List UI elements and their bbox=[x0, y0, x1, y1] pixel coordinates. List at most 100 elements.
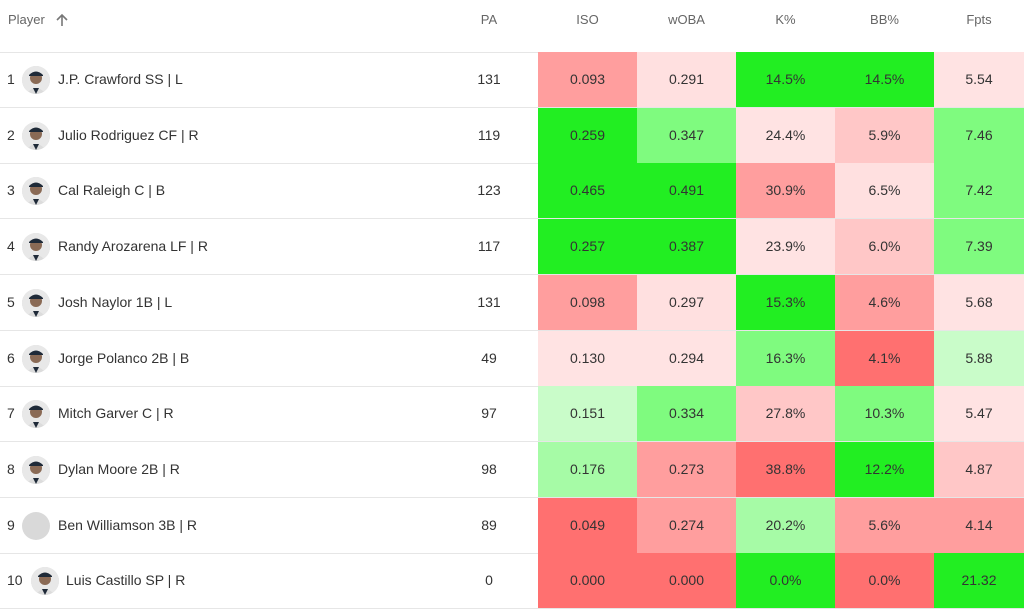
table-row[interactable]: 7 Mitch Garver C | R 97 0.151 0.334 27.8% 10.3… bbox=[0, 386, 1024, 443]
k-pct-value: 15.3% bbox=[736, 274, 835, 330]
player-avatar bbox=[31, 567, 59, 596]
rank-number: 3 bbox=[7, 182, 15, 199]
player-avatar bbox=[22, 177, 50, 206]
player-avatar bbox=[22, 121, 50, 150]
woba-value: 0.387 bbox=[637, 219, 736, 275]
bb-pct-value: 6.0% bbox=[835, 219, 934, 275]
iso-value: 0.049 bbox=[538, 497, 637, 553]
player-name[interactable]: Luis Castillo SP | R bbox=[66, 572, 186, 589]
k-pct-value: 24.4% bbox=[736, 107, 835, 163]
column-header-player-label: Player bbox=[8, 12, 45, 27]
player-name[interactable]: Julio Rodriguez CF | R bbox=[58, 126, 199, 143]
bb-pct-value: 4.6% bbox=[835, 274, 934, 330]
table-header: Player PA ISO wOBA K% BB% Fpts bbox=[0, 0, 1024, 53]
player-avatar bbox=[22, 455, 50, 484]
rank-number: 2 bbox=[7, 126, 15, 143]
fpts-value: 5.88 bbox=[934, 330, 1024, 386]
rank-number: 1 bbox=[7, 71, 15, 87]
woba-value: 0.273 bbox=[637, 441, 736, 497]
pa-value: 0 bbox=[485, 572, 493, 589]
player-name[interactable]: Jorge Polanco 2B | B bbox=[58, 349, 190, 366]
table-row[interactable]: 8 Dylan Moore 2B | R 98 0.176 0.273 38.8% 12.2… bbox=[0, 441, 1024, 498]
fpts-value: 7.46 bbox=[934, 107, 1024, 163]
pa-value: 119 bbox=[477, 126, 501, 143]
woba-value: 0.334 bbox=[637, 386, 736, 442]
fpts-value: 7.42 bbox=[934, 163, 1024, 219]
rank-number: 8 bbox=[7, 460, 15, 477]
column-header-fpts[interactable]: Fpts bbox=[966, 12, 992, 27]
bb-pct-value: 4.1% bbox=[835, 330, 934, 386]
column-header-iso[interactable]: ISO bbox=[576, 12, 599, 27]
k-pct-value: 14.5% bbox=[736, 52, 835, 107]
table-row[interactable]: 5 Josh Naylor 1B | L 131 0.098 0.297 15.3% 4.6… bbox=[0, 274, 1024, 331]
iso-value: 0.151 bbox=[538, 386, 637, 442]
bb-pct-value: 12.2% bbox=[835, 441, 934, 497]
table-row[interactable]: 1 J.P. Crawford SS | L 131 0.093 0.291 14.5% 1… bbox=[0, 52, 1024, 108]
woba-value: 0.274 bbox=[637, 497, 736, 553]
k-pct-value: 30.9% bbox=[736, 163, 835, 219]
k-pct-value: 16.3% bbox=[736, 330, 835, 386]
woba-value: 0.347 bbox=[637, 107, 736, 163]
bb-pct-value: 10.3% bbox=[835, 386, 934, 442]
fpts-value: 4.87 bbox=[934, 441, 1024, 497]
pa-value: 49 bbox=[481, 349, 497, 366]
column-header-bb-pct[interactable]: BB% bbox=[870, 12, 899, 27]
bb-pct-value: 5.6% bbox=[835, 497, 934, 553]
rank-number: 4 bbox=[7, 238, 15, 255]
player-avatar bbox=[22, 511, 50, 540]
iso-value: 0.259 bbox=[538, 107, 637, 163]
bb-pct-value: 5.9% bbox=[835, 107, 934, 163]
bb-pct-value: 0.0% bbox=[835, 553, 934, 609]
player-name[interactable]: J.P. Crawford SS | L bbox=[58, 71, 183, 87]
k-pct-value: 23.9% bbox=[736, 219, 835, 275]
rank-number: 10 bbox=[7, 572, 23, 589]
rank-number: 9 bbox=[7, 516, 15, 533]
rank-number: 5 bbox=[7, 293, 15, 310]
iso-value: 0.093 bbox=[538, 52, 637, 107]
player-name[interactable]: Randy Arozarena LF | R bbox=[58, 238, 208, 255]
column-header-pa[interactable]: PA bbox=[480, 12, 498, 27]
table-row[interactable]: 9 Ben Williamson 3B | R 89 0.049 0.274 20.2% 5… bbox=[0, 497, 1024, 554]
player-avatar bbox=[22, 233, 50, 262]
table-row[interactable]: 10 Luis Castillo SP | R 0 0.000 0.000 0.0% 0.0… bbox=[0, 553, 1024, 609]
iso-value: 0.176 bbox=[538, 441, 637, 497]
rank-number: 7 bbox=[7, 405, 15, 422]
bb-pct-value: 14.5% bbox=[835, 52, 934, 107]
k-pct-value: 38.8% bbox=[736, 441, 835, 497]
player-name[interactable]: Dylan Moore 2B | R bbox=[58, 460, 180, 477]
player-name[interactable]: Josh Naylor 1B | L bbox=[58, 293, 173, 310]
woba-value: 0.294 bbox=[637, 330, 736, 386]
woba-value: 0.297 bbox=[637, 274, 736, 330]
player-name[interactable]: Mitch Garver C | R bbox=[58, 405, 174, 422]
column-header-woba[interactable]: wOBA bbox=[668, 12, 705, 27]
iso-value: 0.257 bbox=[538, 219, 637, 275]
k-pct-value: 27.8% bbox=[736, 386, 835, 442]
iso-value: 0.098 bbox=[538, 274, 637, 330]
table-row[interactable]: 3 Cal Raleigh C | B 123 0.465 0.491 30.9% 6.5%… bbox=[0, 163, 1024, 220]
column-header-k-pct[interactable]: K% bbox=[775, 12, 796, 27]
iso-value: 0.465 bbox=[538, 163, 637, 219]
k-pct-value: 20.2% bbox=[736, 497, 835, 553]
fpts-value: 4.14 bbox=[934, 497, 1024, 553]
iso-value: 0.000 bbox=[538, 553, 637, 609]
table-row[interactable]: 2 Julio Rodriguez CF | R 119 0.259 0.347 24.4… bbox=[0, 107, 1024, 164]
fpts-value: 21.32 bbox=[934, 553, 1024, 609]
pa-value: 131 bbox=[477, 71, 501, 87]
player-avatar bbox=[22, 344, 50, 373]
table-row[interactable]: 4 Randy Arozarena LF | R 117 0.257 0.387 23.9… bbox=[0, 219, 1024, 276]
column-header-player[interactable]: Player bbox=[8, 10, 69, 30]
bb-pct-value: 6.5% bbox=[835, 163, 934, 219]
player-avatar bbox=[22, 400, 50, 429]
fpts-value: 5.47 bbox=[934, 386, 1024, 442]
rank-number: 6 bbox=[7, 349, 15, 366]
player-name[interactable]: Cal Raleigh C | B bbox=[58, 182, 166, 199]
pa-value: 131 bbox=[477, 293, 501, 310]
pa-value: 89 bbox=[481, 516, 497, 533]
pa-value: 123 bbox=[477, 182, 501, 199]
table-row[interactable]: 6 Jorge Polanco 2B | B 49 0.130 0.294 16.3% 4.… bbox=[0, 330, 1024, 387]
fpts-value: 5.68 bbox=[934, 274, 1024, 330]
iso-value: 0.130 bbox=[538, 330, 637, 386]
player-name[interactable]: Ben Williamson 3B | R bbox=[58, 516, 198, 533]
sort-ascending-icon[interactable] bbox=[55, 13, 69, 27]
